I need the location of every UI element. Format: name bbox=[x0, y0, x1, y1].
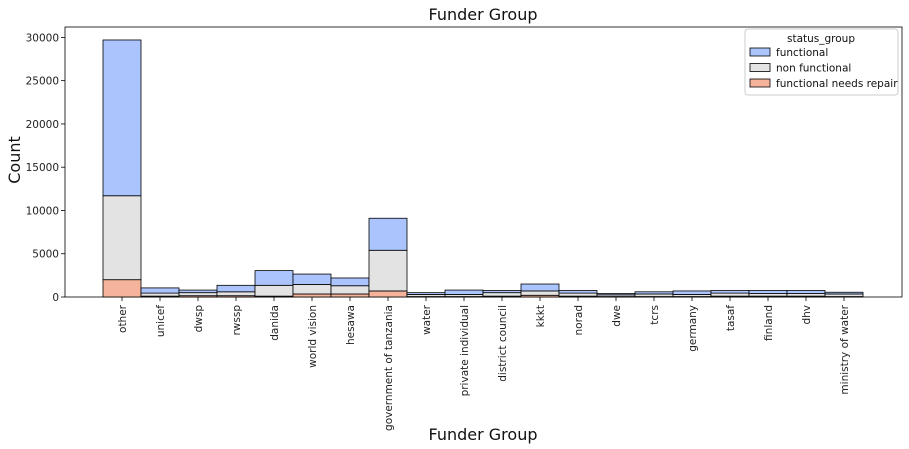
x-tick-label: dhv bbox=[801, 305, 813, 325]
legend-label: functional needs repair bbox=[776, 78, 898, 90]
bar-non-functional bbox=[710, 292, 750, 297]
legend-title: status_group bbox=[787, 33, 855, 45]
bar-functional bbox=[368, 217, 408, 251]
bar-non-functional bbox=[520, 290, 560, 296]
bar-functional bbox=[596, 293, 636, 296]
x-tick-label: tasaf bbox=[725, 305, 737, 331]
bar-non-functional bbox=[558, 292, 598, 297]
y-tick-label: 10000 bbox=[26, 205, 59, 217]
bar-functional bbox=[102, 39, 142, 197]
bar-functional bbox=[444, 289, 484, 295]
bar-functional-needs-repair bbox=[292, 293, 332, 298]
y-tick-label: 20000 bbox=[26, 119, 59, 131]
y-tick-label: 0 bbox=[52, 292, 59, 304]
bar-functional bbox=[558, 290, 598, 294]
y-tick-label: 15000 bbox=[26, 162, 59, 174]
bar-functional bbox=[216, 284, 256, 293]
x-tick-label: dwe bbox=[611, 305, 623, 327]
bar-functional bbox=[482, 290, 522, 294]
bar-functional-needs-repair bbox=[368, 290, 408, 298]
plot-area: 0 5000 10000 15000 20000 25000 30000 other unice… bbox=[26, 26, 903, 431]
x-tick-label: ministry of water bbox=[839, 304, 851, 394]
x-tick-label: world vision bbox=[307, 305, 319, 368]
x-tick-label: kkkt bbox=[535, 305, 547, 327]
x-tick-label: rwssp bbox=[231, 305, 243, 336]
y-axis-label: Count bbox=[5, 136, 24, 184]
bar-non-functional bbox=[254, 284, 294, 297]
bar-functional bbox=[330, 277, 370, 287]
bar-non-functional bbox=[102, 195, 142, 281]
bar-functional bbox=[748, 290, 788, 294]
x-tick-label: hesawa bbox=[345, 305, 357, 345]
bar-functional bbox=[406, 292, 446, 295]
bar-functional bbox=[672, 290, 712, 295]
bar-functional bbox=[140, 287, 180, 294]
x-tick-label: danida bbox=[269, 305, 281, 341]
legend-swatch bbox=[749, 47, 771, 57]
bar-functional bbox=[292, 273, 332, 285]
bar-non-functional bbox=[292, 284, 332, 295]
bar-functional bbox=[178, 289, 218, 294]
y-tick-label: 25000 bbox=[26, 76, 59, 88]
x-tick-label: norad bbox=[573, 305, 585, 336]
legend: status_group functional non functional fun… bbox=[744, 28, 899, 96]
bar-functional bbox=[254, 270, 294, 286]
bar-non-functional bbox=[178, 292, 218, 297]
x-tick-label: other bbox=[117, 304, 129, 333]
bar-functional bbox=[824, 291, 864, 295]
x-tick-label: dwsp bbox=[193, 305, 205, 333]
bar-functional-needs-repair bbox=[330, 293, 370, 298]
x-tick-label: unicef bbox=[155, 305, 167, 337]
x-tick-label: germany bbox=[687, 305, 699, 352]
x-axis-label: Funder Group bbox=[429, 425, 538, 444]
bar-non-functional bbox=[216, 291, 256, 297]
bar-functional-needs-repair bbox=[102, 279, 142, 298]
legend-label: functional bbox=[776, 47, 828, 59]
bar-non-functional bbox=[368, 249, 408, 292]
legend-frame bbox=[744, 28, 899, 96]
bar-functional bbox=[520, 283, 560, 292]
legend-swatch bbox=[749, 63, 771, 72]
chart-title: Funder Group bbox=[429, 5, 538, 24]
bar-non-functional bbox=[482, 292, 522, 297]
bar-non-functional bbox=[330, 285, 370, 295]
bar-functional bbox=[710, 290, 750, 294]
legend-swatch bbox=[749, 78, 771, 88]
x-tick-label: tcrs bbox=[649, 305, 661, 325]
legend-label: non functional bbox=[776, 63, 851, 75]
bar-functional bbox=[634, 291, 674, 295]
x-tick-label: finland bbox=[763, 305, 775, 341]
y-tick-label: 30000 bbox=[26, 32, 59, 44]
x-tick-label: water bbox=[421, 304, 433, 335]
bar-functional bbox=[786, 290, 826, 294]
x-tick-label: government of tanzania bbox=[383, 305, 395, 431]
y-tick-label: 5000 bbox=[32, 249, 59, 261]
x-tick-label: private individual bbox=[459, 305, 471, 396]
bar-non-functional bbox=[140, 292, 180, 297]
x-tick-label: district council bbox=[497, 305, 509, 382]
